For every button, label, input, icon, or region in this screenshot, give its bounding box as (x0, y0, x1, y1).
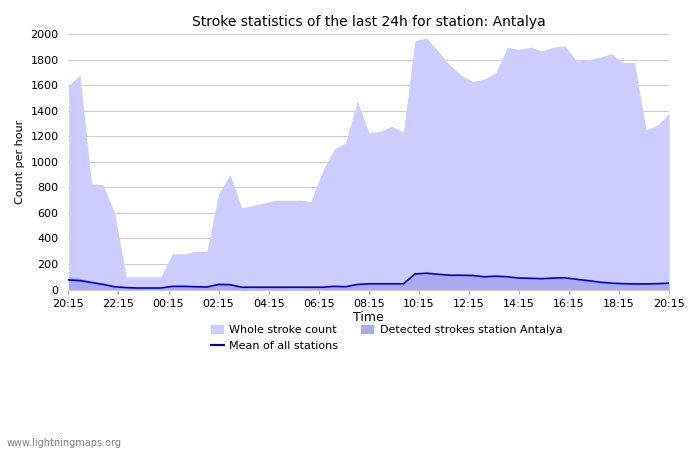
Text: www.lightningmaps.org: www.lightningmaps.org (7, 438, 122, 448)
Y-axis label: Count per hour: Count per hour (15, 120, 25, 204)
Legend: Whole stroke count, Mean of all stations, Detected strokes station Antalya: Whole stroke count, Mean of all stations… (206, 320, 566, 356)
Title: Stroke statistics of the last 24h for station: Antalya: Stroke statistics of the last 24h for st… (192, 15, 545, 29)
X-axis label: Time: Time (354, 311, 384, 324)
